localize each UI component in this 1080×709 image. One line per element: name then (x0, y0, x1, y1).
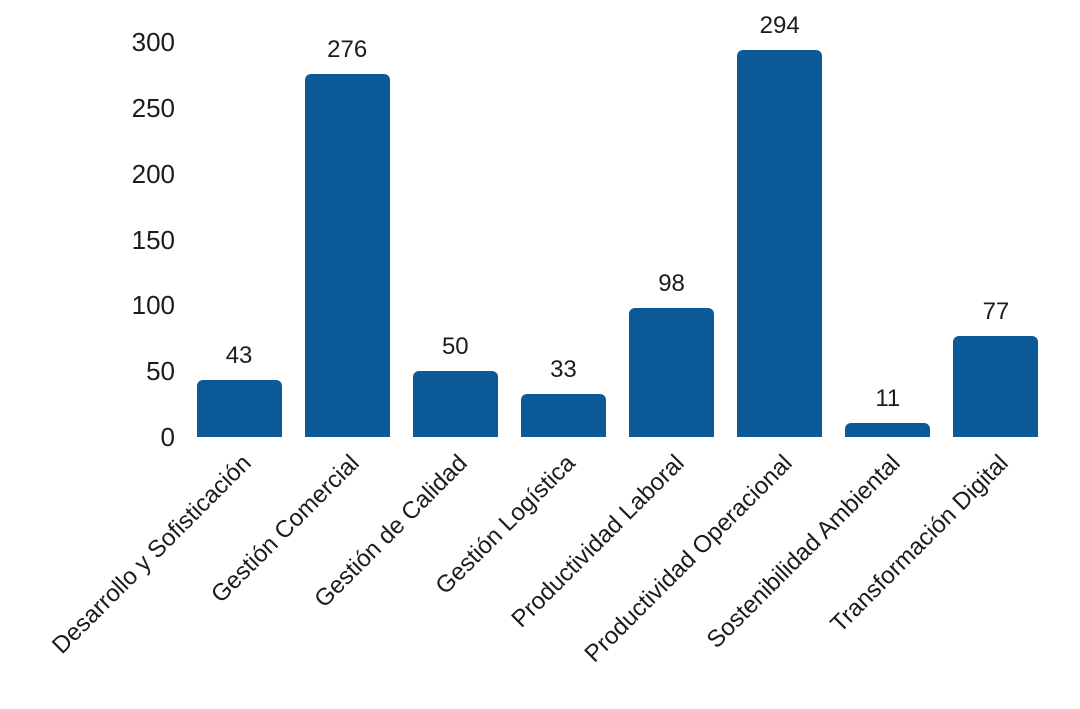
x-axis-tick-label: Productividad Operacional (579, 449, 798, 668)
bar (953, 335, 1039, 437)
y-axis-tick-label: 300 (131, 27, 175, 57)
bar-value-label: 98 (658, 269, 685, 297)
bar (412, 371, 498, 437)
x-axis-tick-label: Gestión de Calidad (309, 449, 473, 614)
bar-value-label: 11 (875, 384, 901, 412)
x-axis-tick-label: Sostenibilidad Ambiental (701, 449, 906, 654)
x-axis-tick-label: Desarrollo y Sofisticación (47, 449, 257, 660)
bar (629, 307, 715, 437)
bar (845, 422, 931, 437)
y-axis-tick-label: 100 (131, 290, 175, 321)
bar (304, 73, 390, 437)
bar-value-label: 77 (982, 297, 1010, 325)
y-axis-tick-label: 200 (131, 158, 175, 189)
bar-value-label: 294 (759, 11, 800, 39)
y-axis-tick-label: 250 (131, 92, 175, 123)
bar (737, 49, 823, 437)
y-axis-tick-label: 0 (160, 422, 175, 452)
bar-value-label: 43 (225, 342, 253, 370)
bar (520, 393, 606, 437)
x-axis-tick-label: Productividad Laboral (505, 449, 690, 633)
y-axis-tick-label: 150 (131, 224, 175, 255)
x-axis-tick-label: Transformación Digital (825, 449, 1014, 638)
bar (196, 380, 282, 437)
bar-value-label: 33 (550, 355, 577, 383)
x-axis-tick-label: Gestión Comercial (206, 449, 365, 609)
bar-value-label: 50 (441, 333, 469, 361)
bar-value-label: 276 (327, 35, 368, 63)
x-axis-tick-label: Gestión Logística (430, 449, 582, 600)
y-axis-tick-label: 50 (146, 356, 175, 387)
